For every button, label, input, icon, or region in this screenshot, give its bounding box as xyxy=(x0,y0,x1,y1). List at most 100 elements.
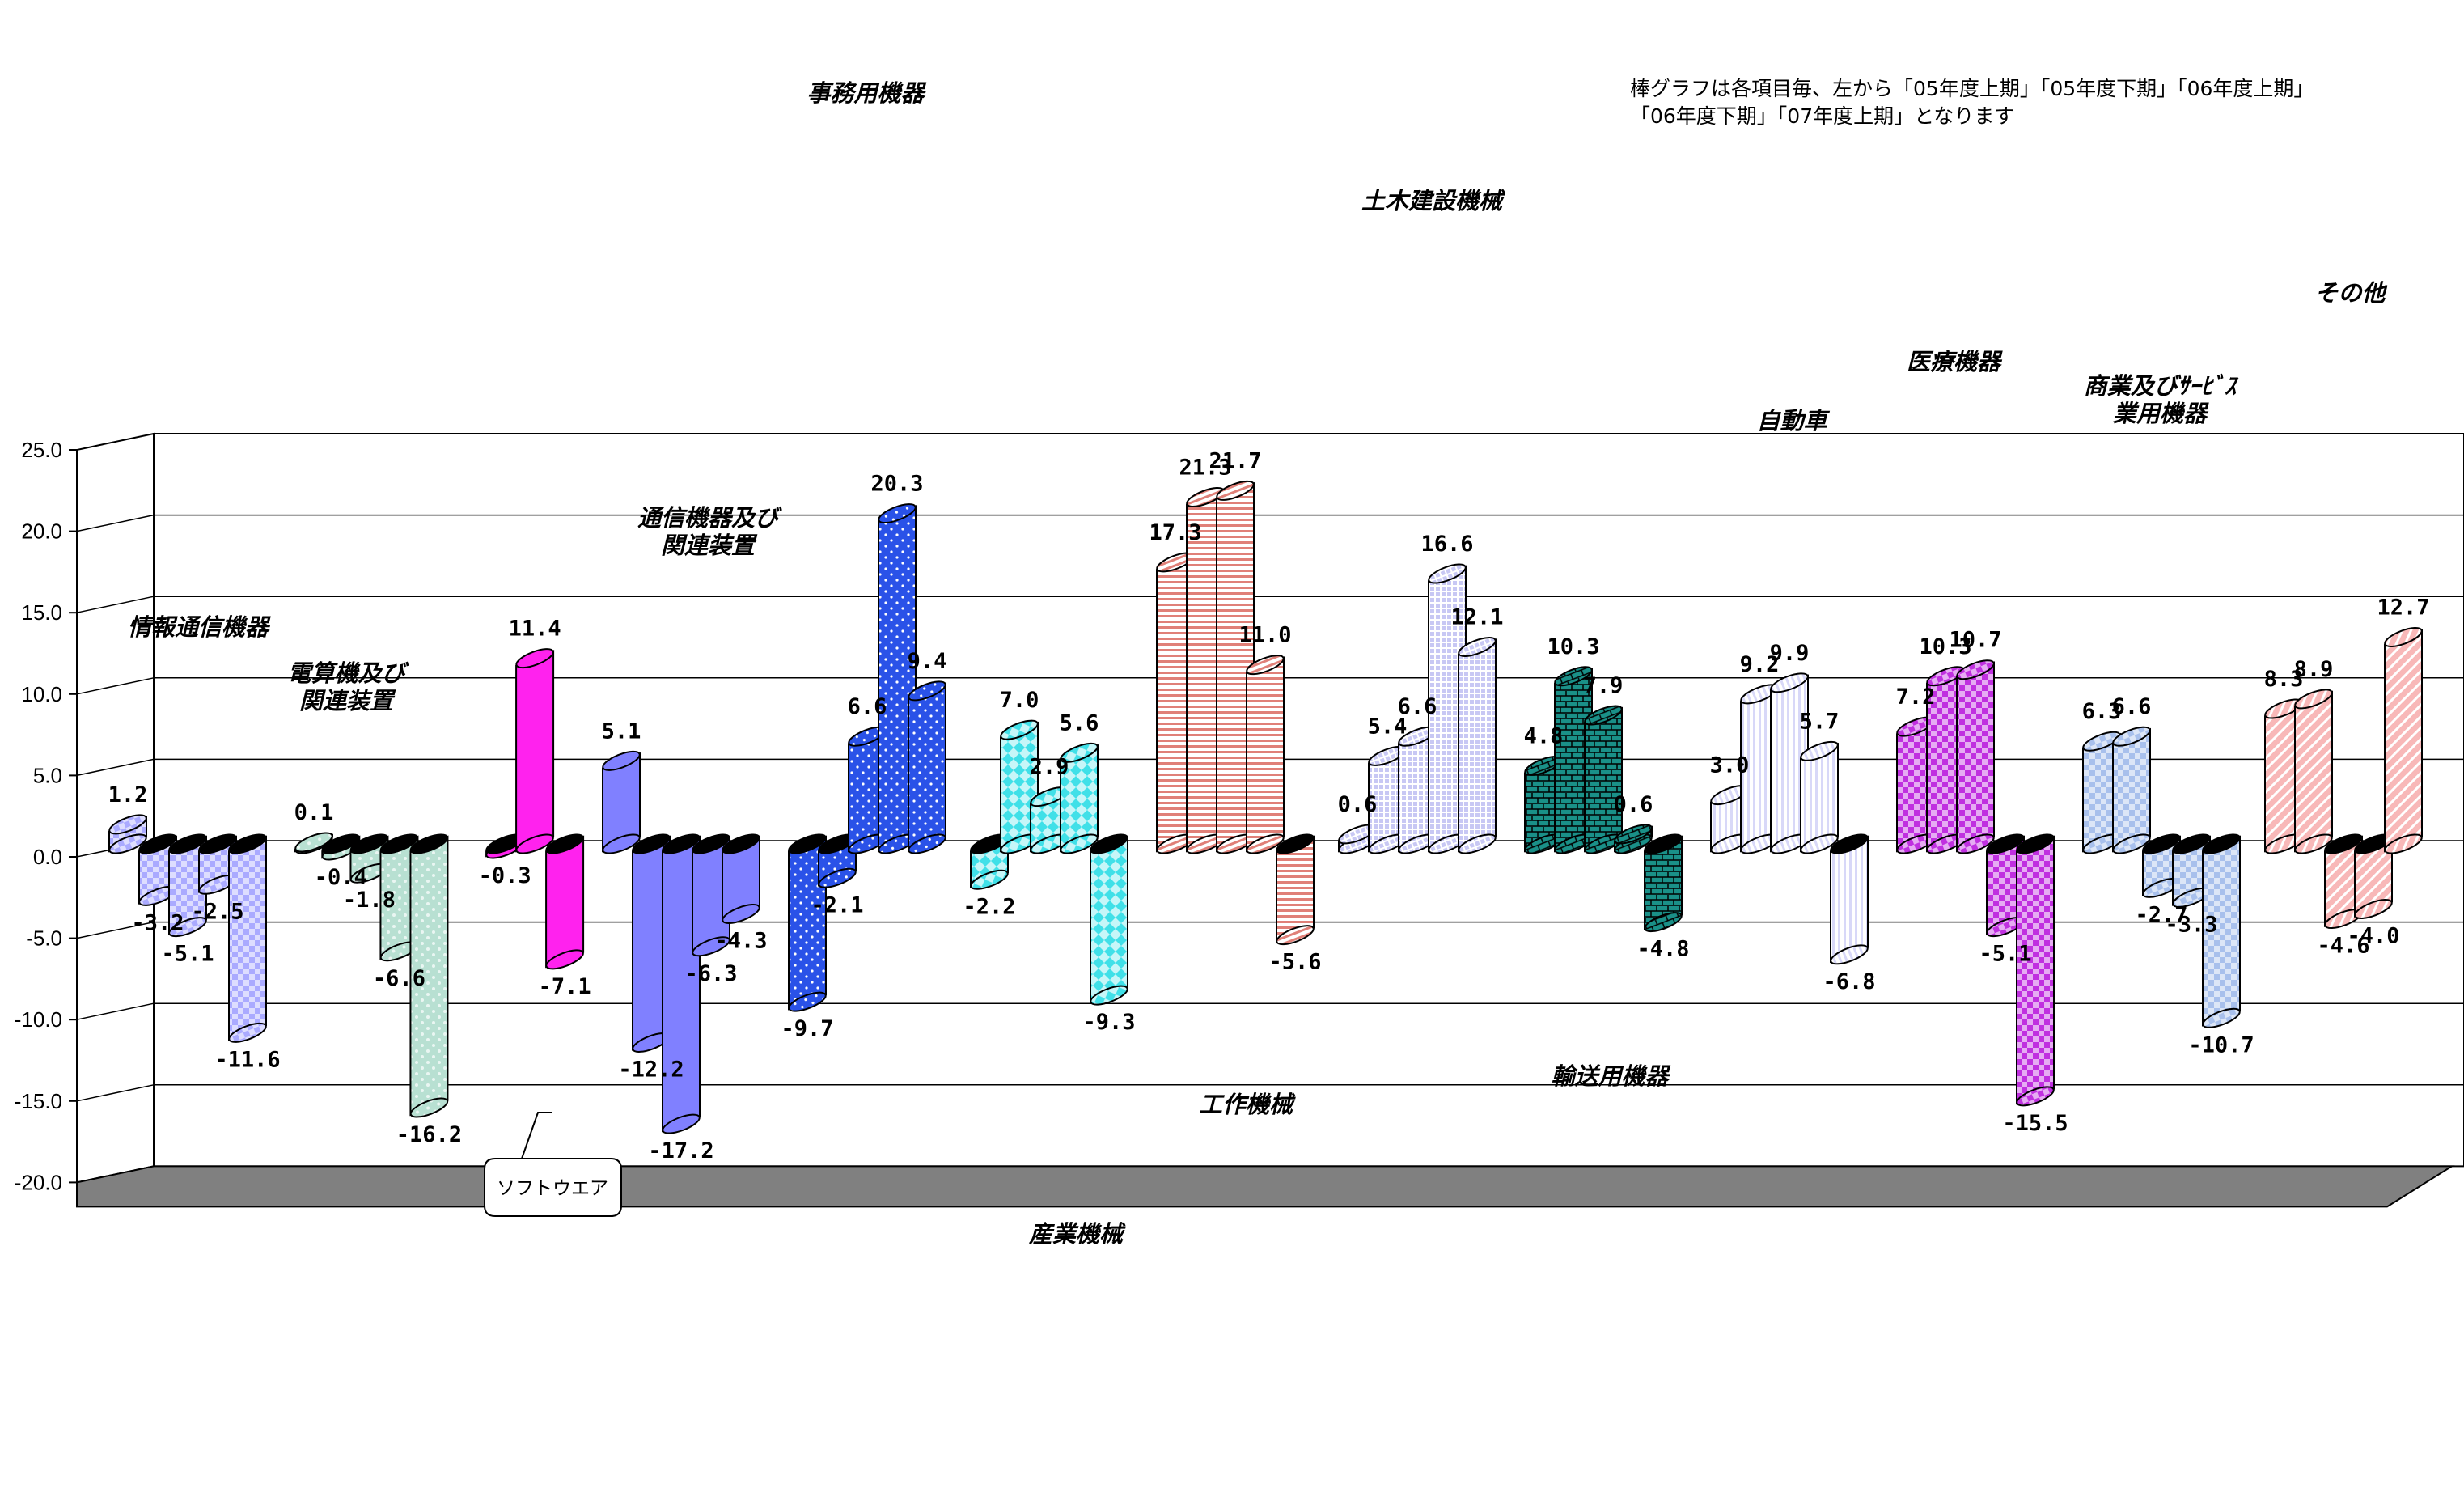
bar-bottom xyxy=(692,936,730,957)
bar xyxy=(1368,745,1407,854)
bar-bottom xyxy=(409,1097,449,1118)
data-labels: 1.2 -3.2 -5.1 -2.5 -11.6 0.1 -0.4-1.8 -6.6 -16.2… xyxy=(108,448,2430,1164)
bar-bottom xyxy=(545,949,584,970)
bar xyxy=(168,833,207,938)
data-label: 10.3 xyxy=(1919,634,1971,659)
gridline-side xyxy=(76,514,155,532)
bar-body xyxy=(1090,835,1128,1004)
bar xyxy=(1644,833,1683,933)
callout-box xyxy=(484,1158,622,1217)
y-tick-label: 5.0 xyxy=(33,763,62,787)
data-label: -3.3 xyxy=(2165,912,2217,937)
category-label: 自動車 xyxy=(1756,407,1830,434)
bar-body xyxy=(1956,661,1995,853)
bar xyxy=(1000,719,1039,854)
data-label: 6.6 xyxy=(1398,694,1437,719)
data-label: 5.7 xyxy=(1800,709,1840,734)
bar-top xyxy=(1644,833,1683,854)
bar-top xyxy=(349,833,389,854)
category-label: その他 xyxy=(2314,279,2388,307)
data-label: 8.9 xyxy=(2294,657,2334,682)
bar-bottom xyxy=(662,1113,701,1134)
bar-top xyxy=(1800,740,1839,761)
data-label: -16.2 xyxy=(396,1122,462,1147)
bar-body xyxy=(1830,835,1869,964)
bar-top xyxy=(1770,672,1809,693)
bar-top xyxy=(632,833,671,854)
data-label: -7.1 xyxy=(539,974,591,999)
data-label: 20.3 xyxy=(870,472,923,497)
bar-bottom xyxy=(908,833,946,854)
bar-top xyxy=(1246,655,1285,676)
bar xyxy=(349,833,389,884)
data-label: 7.2 xyxy=(1896,685,1936,710)
bar xyxy=(1030,786,1069,854)
bar-bottom xyxy=(228,1022,267,1043)
bars xyxy=(108,480,2423,1134)
bar-bottom xyxy=(1830,944,1869,965)
data-label: -2.2 xyxy=(963,894,1015,919)
bar-top xyxy=(2294,689,2333,710)
bar-top xyxy=(2384,626,2423,647)
bar xyxy=(2324,833,2363,930)
bar-top xyxy=(2016,833,2055,854)
bar-top xyxy=(1830,833,1869,854)
data-label: 17.3 xyxy=(1149,520,1201,545)
data-label: 2.9 xyxy=(1030,755,1069,780)
bar xyxy=(138,833,177,906)
bar-bottom xyxy=(818,867,857,888)
data-label: 21.7 xyxy=(1209,448,1261,473)
data-label: 21.3 xyxy=(1179,455,1231,480)
bar xyxy=(2142,833,2181,898)
bar xyxy=(2172,833,2211,908)
bar-bottom xyxy=(1956,833,1995,854)
bar-top xyxy=(515,648,554,669)
bar xyxy=(321,833,361,861)
data-label: -4.6 xyxy=(2317,934,2369,959)
floor xyxy=(76,1165,2455,1208)
bar xyxy=(1800,740,1839,854)
bar-top xyxy=(2324,833,2363,854)
bar xyxy=(1926,666,1965,854)
data-label: 6.6 xyxy=(2112,694,2152,719)
side-wall xyxy=(76,432,155,1184)
bar-bottom xyxy=(1060,833,1099,854)
data-label: 11.0 xyxy=(1238,623,1291,648)
bar xyxy=(2016,833,2055,1107)
data-label: -4.3 xyxy=(714,929,767,954)
y-tick-label: 20.0 xyxy=(21,519,62,544)
bar xyxy=(788,833,827,1012)
data-label: -15.5 xyxy=(2002,1111,2068,1136)
category-label: 関連装置 xyxy=(661,532,758,559)
bar-top xyxy=(545,833,584,854)
data-label: 10.3 xyxy=(1547,634,1599,659)
category-label: 電算機及び xyxy=(287,659,409,687)
bar-bottom xyxy=(1800,833,1839,854)
bar xyxy=(515,648,555,854)
bar xyxy=(1740,684,1779,854)
data-label: 1.2 xyxy=(108,782,148,807)
bar xyxy=(409,833,449,1118)
bar xyxy=(848,726,887,854)
bar xyxy=(1614,824,1653,854)
data-label: 0.1 xyxy=(294,800,334,825)
bar-bottom xyxy=(1644,912,1683,933)
software-callout: ソフトウエア xyxy=(484,1112,622,1217)
bar-body xyxy=(2016,835,2055,1105)
data-label: -0.3 xyxy=(479,863,531,888)
data-label: 0.6 xyxy=(1338,792,1378,817)
data-label: 10.7 xyxy=(1949,628,2001,653)
data-label: -2.1 xyxy=(811,892,863,918)
data-label: 5.4 xyxy=(1368,714,1408,739)
data-label: -6.3 xyxy=(684,961,737,986)
bar-top xyxy=(108,814,147,835)
data-label: 9.2 xyxy=(1740,652,1780,677)
bar-body xyxy=(545,835,585,969)
bar-body xyxy=(2112,727,2151,853)
bar-bottom xyxy=(2112,833,2151,854)
bar-top xyxy=(662,833,701,854)
y-tick-label: 15.0 xyxy=(21,600,62,625)
bar xyxy=(108,814,147,854)
category-label: 工作機械 xyxy=(1199,1091,1296,1118)
bar xyxy=(1398,726,1437,854)
